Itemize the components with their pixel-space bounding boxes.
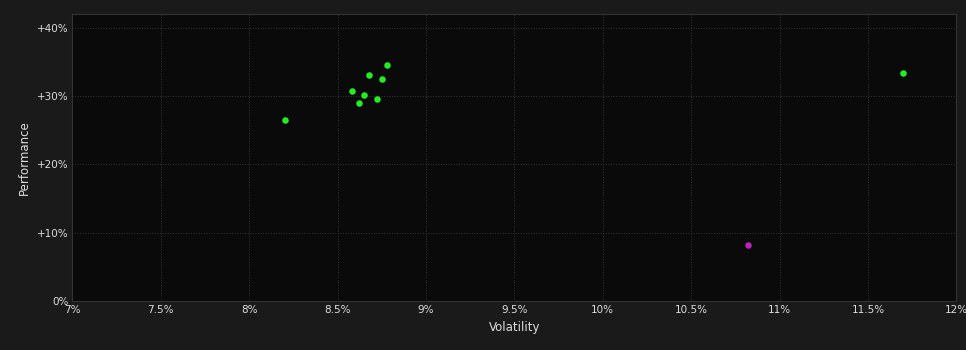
Point (351, 100, 366, 106)
Point (740, 242, 755, 248)
Point (895, 71, 911, 76)
Point (361, 73, 377, 78)
Point (356, 92, 372, 97)
Point (369, 96, 384, 101)
Point (344, 88, 359, 93)
X-axis label: Volatility: Volatility (489, 321, 540, 334)
Point (374, 76, 389, 82)
Y-axis label: Performance: Performance (18, 120, 31, 195)
Point (380, 62, 395, 68)
Point (277, 117, 293, 123)
